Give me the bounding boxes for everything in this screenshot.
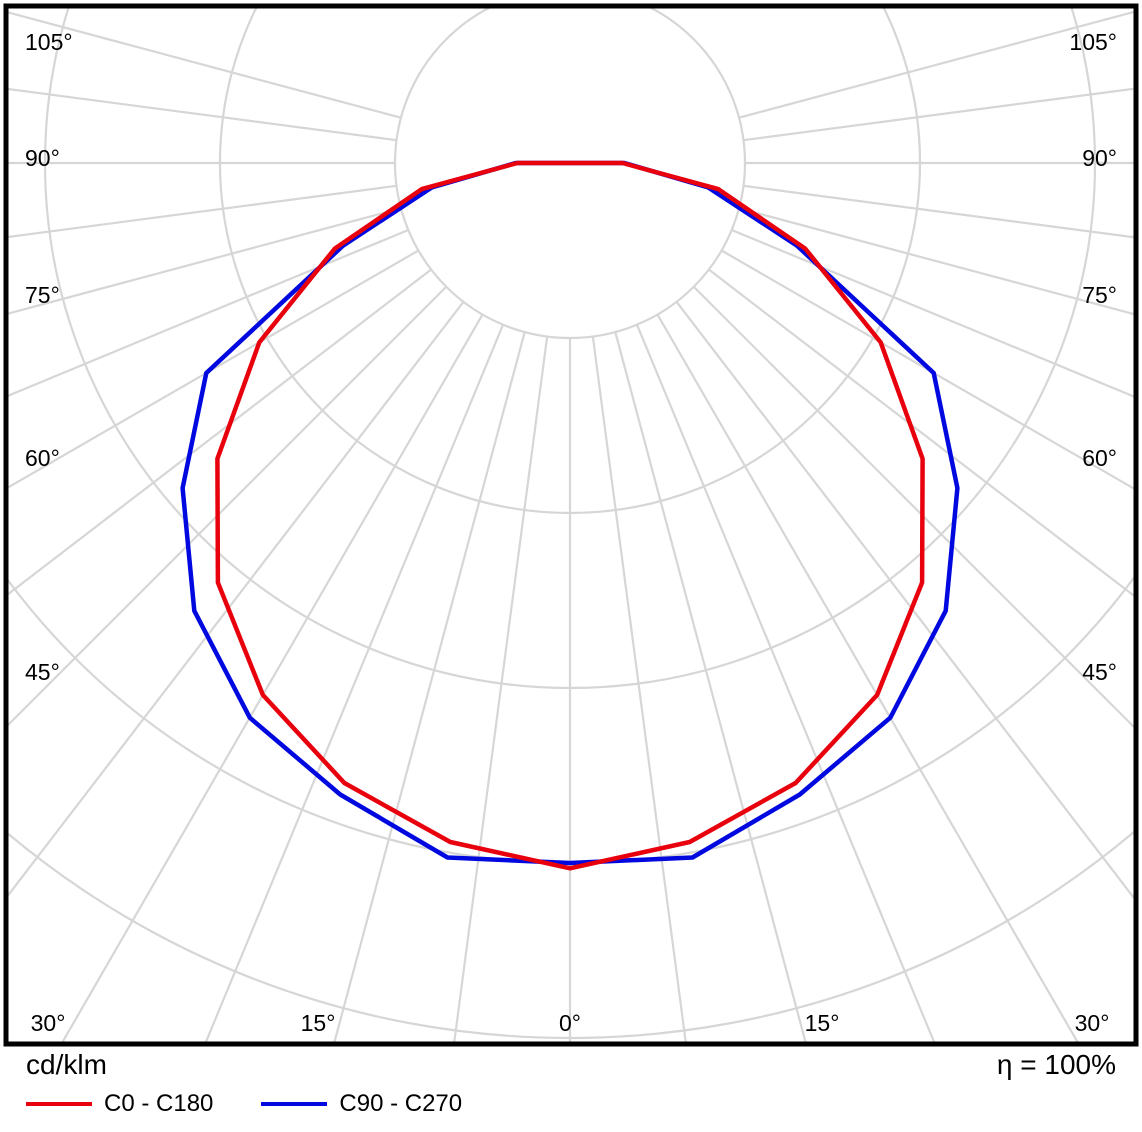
- angle-label: 105°: [1069, 29, 1117, 55]
- radial-gridline: [8, 301, 465, 898]
- radial-gridline: [743, 87, 1134, 142]
- radial-gridline: [614, 331, 807, 1042]
- unit-label: cd/klm: [26, 1049, 107, 1080]
- angle-label: 60°: [25, 445, 60, 471]
- angle-label: 30°: [31, 1010, 66, 1036]
- radial-gridline: [738, 207, 1134, 316]
- curve-c0-c180: [215, 160, 925, 871]
- polar-chart: 105° 90° 75° 60° 45° 105° 90° 75° 60° 45° 30° 15° 0°…: [3, 3, 1139, 1047]
- legend-item-c0-c180: C0 - C180: [26, 1090, 213, 1118]
- angle-label: 45°: [25, 659, 60, 685]
- legend-line-blue: [261, 1102, 328, 1106]
- angle-label: 75°: [1082, 282, 1117, 308]
- radial-gridline: [743, 184, 1134, 239]
- radial-gridline: [8, 11, 402, 119]
- radial-gridline: [708, 268, 1134, 598]
- radial-gridline: [8, 87, 397, 142]
- radial-gridline: [8, 207, 402, 315]
- angle-label: 105°: [25, 29, 73, 55]
- radial-gridline: [692, 285, 1134, 729]
- radial-gridline: [61, 314, 484, 1042]
- angle-label: 90°: [1082, 145, 1117, 171]
- chart-footer: cd/klm η = 100% C0 - C180 C90 - C270: [0, 1046, 1142, 1132]
- radial-gridline: [8, 228, 409, 397]
- radial-gridline: [204, 324, 505, 1042]
- radial-gridline: [333, 331, 526, 1042]
- ring-circle: [393, 8, 747, 340]
- efficiency-label: η = 100%: [996, 1049, 1116, 1080]
- polar-grid: [8, 8, 1134, 1042]
- angle-label: 0°: [559, 1010, 581, 1036]
- angle-label: 45°: [1082, 659, 1117, 685]
- angle-label: 75°: [25, 282, 60, 308]
- angle-label: 15°: [805, 1010, 840, 1036]
- legend: C0 - C180 C90 - C270: [26, 1090, 1116, 1118]
- radial-gridline: [635, 324, 936, 1042]
- radial-gridline: [8, 268, 432, 596]
- radial-gridline: [8, 249, 419, 489]
- legend-label-c90-c270: C90 - C270: [339, 1090, 463, 1117]
- plot-border: [3, 3, 1139, 1047]
- angle-label: 30°: [1075, 1010, 1110, 1036]
- legend-label-c0-c180: C0 - C180: [104, 1090, 214, 1117]
- radial-gridline: [731, 228, 1134, 398]
- radial-gridline: [8, 285, 448, 727]
- radial-gridline: [656, 314, 1079, 1042]
- radial-gridline: [453, 336, 549, 1042]
- legend-item-c90-c270: C90 - C270: [261, 1090, 462, 1118]
- radial-gridline: [721, 249, 1134, 490]
- radial-gridline: [738, 10, 1134, 119]
- angle-label: 90°: [25, 145, 60, 171]
- angle-label: 60°: [1082, 445, 1117, 471]
- radial-gridline: [675, 301, 1134, 900]
- angle-label: 15°: [301, 1010, 336, 1036]
- radial-gridline: [591, 336, 687, 1042]
- legend-line-red: [26, 1102, 92, 1106]
- radial-gridline: [8, 184, 397, 239]
